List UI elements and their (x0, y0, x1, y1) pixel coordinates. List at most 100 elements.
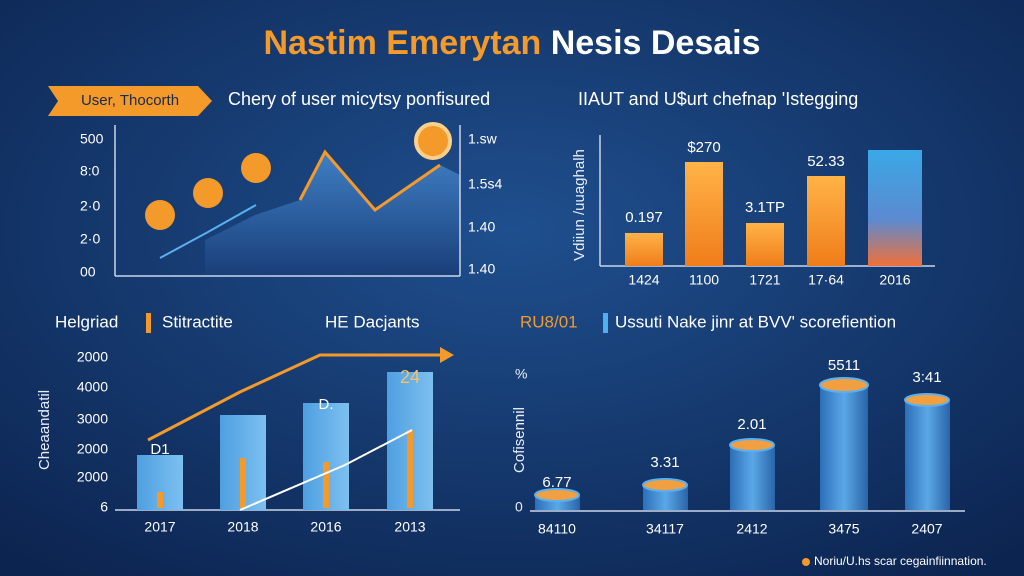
bar (625, 233, 663, 266)
code: RU8/01 (520, 312, 578, 331)
right-ticks: 1.sw 1.5s4 1.40 1.40 (468, 131, 502, 277)
x-tick-label: 1100 (689, 272, 719, 288)
cylinder-top (534, 488, 580, 502)
cylinder (905, 400, 950, 510)
subtitle: IIAUT and U$urt chefnap 'Istegging (578, 89, 858, 109)
cylinder (820, 385, 868, 510)
tick-label: 1.40 (468, 261, 495, 277)
inner-bar (407, 430, 413, 508)
cylinder (730, 445, 775, 510)
tick-label: 2000 (77, 469, 108, 485)
bar-label: 24 (400, 367, 420, 387)
axis-label: Cheaandatil (36, 390, 53, 470)
label: HE Dacjants (325, 312, 419, 331)
y-ticks: 2000 4000 3000 2000 2000 6 (77, 349, 108, 515)
tick-label: 1.5s4 (468, 176, 502, 192)
tick-label: 1.40 (468, 219, 495, 235)
bar-labels: 0.197 $270 3.1TP 52.33 (625, 139, 845, 226)
balloon (241, 153, 271, 183)
x-tick-label: 2013 (394, 519, 425, 535)
bar-label: 2.01 (737, 416, 766, 433)
balloon (145, 200, 175, 230)
bar-label: 3.31 (650, 454, 679, 471)
title-rest: Nesis Desais (551, 24, 761, 62)
x-tick-label: 2017 (144, 519, 175, 535)
inner-bar (240, 458, 246, 508)
tick-label: 2000 (77, 441, 108, 457)
bar-label: $270 (687, 139, 720, 156)
arrow-head (440, 347, 454, 363)
bar-label: 5511 (828, 357, 860, 374)
left-ticks: 500 8:0 2·0 2·0 00 (80, 131, 104, 280)
tag-arrow (48, 86, 212, 116)
cylinders (534, 377, 950, 510)
cylinder-top (819, 377, 869, 393)
area (205, 152, 460, 275)
label: Helgriad (55, 312, 118, 331)
cylinder-top (729, 438, 775, 452)
bar (685, 162, 723, 266)
tick-label: 6 (100, 499, 108, 515)
x-tick-label: 2412 (736, 521, 767, 537)
bar-label: 6.77 (542, 474, 571, 491)
cylinder-top (642, 478, 688, 492)
x-tick-label: 1424 (628, 272, 659, 288)
bar-label: D1 (150, 441, 169, 458)
tick-label: 2000 (77, 349, 108, 365)
label: Stitractite (162, 312, 233, 331)
x-ticks: 84110 34117 2412 3475 2407 (538, 521, 943, 537)
tag-text: User, Thocorth (81, 92, 179, 109)
x-ticks: 2017 2018 2016 2013 (144, 519, 425, 535)
marker (146, 313, 151, 333)
x-tick-label: 1721 (749, 272, 780, 288)
trend-arrow (147, 353, 440, 442)
tick-label: 0 (515, 499, 523, 515)
cylinder-top (904, 393, 950, 407)
x-tick-label: 2018 (227, 519, 258, 535)
tick-label: 3000 (77, 411, 108, 427)
bar-label: 3.1TP (745, 199, 785, 216)
axis-label: Cofisennil (511, 407, 528, 473)
line (159, 204, 257, 259)
tick-label: 2·0 (80, 198, 100, 214)
tick-label: 00 (80, 264, 96, 280)
axis-label: Vdiiun /uuaghalh (571, 149, 588, 261)
x-tick-label: 2016 (879, 272, 910, 288)
x-tick-label: 17·64 (808, 272, 844, 288)
bar-label: D. (319, 396, 334, 413)
bar-label: 52.33 (807, 153, 845, 170)
inner-bar (323, 462, 329, 508)
bar-labels: D1 D. 24 (150, 367, 420, 458)
line (298, 149, 441, 213)
x-tick-label: 2016 (310, 519, 341, 535)
bar (807, 176, 845, 266)
bar-label: 3:41 (912, 369, 941, 386)
x-tick-label: 2407 (911, 521, 942, 537)
x-tick-label: 84110 (538, 521, 576, 537)
tick-label: 2·0 (80, 231, 100, 247)
bar (868, 150, 922, 266)
title-highlight: Nastim Emerytan (263, 24, 541, 62)
marker (603, 313, 608, 333)
balloon (193, 178, 223, 208)
subtitle: Ussuti Nake jinr at BVV' scorefiention (615, 312, 896, 331)
footer: Noriu/U.hs scar cegainfiinnation. (814, 554, 987, 568)
bar-label: 0.197 (625, 209, 663, 226)
title: Nastim Emerytan Nesis Desais (263, 24, 760, 62)
trend-line (239, 429, 413, 511)
balloon (414, 122, 452, 160)
x-tick-label: 34117 (646, 521, 684, 537)
tick-label: 8:0 (80, 163, 100, 179)
x-tick-label: 3475 (828, 521, 859, 537)
tick-label: 4000 (77, 379, 108, 395)
x-ticks: 1424 1100 1721 17·64 2016 (628, 272, 910, 288)
subtitle: Chery of user micytsy ponfisured (228, 89, 490, 109)
bar-labels: 6.77 3.31 2.01 5511 3:41 (542, 357, 941, 491)
tick-label: 1.sw (468, 131, 498, 147)
footer-icon (802, 558, 810, 566)
tick-label: % (515, 366, 527, 382)
bar (746, 223, 784, 266)
inner-bar (157, 492, 163, 508)
tick-label: 500 (80, 131, 104, 147)
